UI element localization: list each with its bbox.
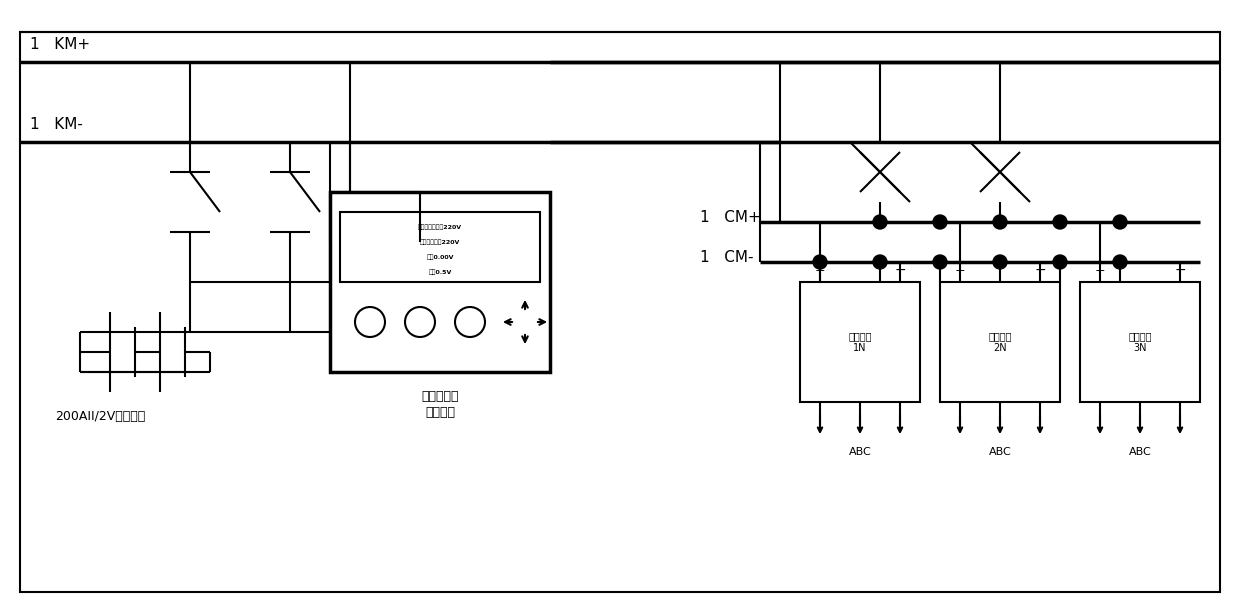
Text: ABC: ABC [1128, 447, 1152, 457]
Circle shape [873, 215, 887, 229]
Circle shape [932, 255, 947, 269]
Text: 阈值0.5V: 阈值0.5V [428, 269, 451, 275]
Text: 1   CM+: 1 CM+ [701, 209, 761, 225]
Circle shape [1053, 215, 1066, 229]
Bar [340, 212, 539, 282]
Text: 直流母线电压220V: 直流母线电压220V [420, 239, 460, 245]
Text: 压差0.00V: 压差0.00V [427, 254, 454, 260]
Text: 直流蓄电池电压220V: 直流蓄电池电压220V [418, 224, 463, 230]
Text: 充电模块
1N: 充电模块 1N [848, 331, 872, 353]
Text: ABC: ABC [988, 447, 1012, 457]
Text: 1   CM-: 1 CM- [701, 250, 754, 264]
Text: ABC: ABC [848, 447, 872, 457]
Text: 1   KM+: 1 KM+ [30, 37, 91, 51]
Text: 充电模块
2N: 充电模块 2N [988, 331, 1012, 353]
Text: −: − [894, 263, 905, 277]
Text: 检测装置: 检测装置 [425, 406, 455, 419]
Text: 充电模块
3N: 充电模块 3N [1128, 331, 1152, 353]
Circle shape [1114, 255, 1127, 269]
Circle shape [993, 255, 1007, 269]
Circle shape [993, 215, 1007, 229]
Text: −: − [1174, 263, 1185, 277]
Text: 200AII/2V蓄电池组: 200AII/2V蓄电池组 [55, 411, 145, 424]
Text: 1   KM-: 1 KM- [30, 116, 83, 132]
Text: −: − [1034, 263, 1045, 277]
Text: +: + [1095, 264, 1105, 277]
Circle shape [873, 255, 887, 269]
Bar [800, 282, 920, 402]
Bar [1080, 282, 1200, 402]
Circle shape [932, 215, 947, 229]
Circle shape [1114, 215, 1127, 229]
Bar [330, 192, 551, 372]
Bar [940, 282, 1060, 402]
Text: 直流蓄电池: 直流蓄电池 [422, 390, 459, 403]
Text: +: + [815, 264, 826, 277]
Circle shape [1053, 255, 1066, 269]
Circle shape [813, 255, 827, 269]
Text: +: + [955, 264, 965, 277]
